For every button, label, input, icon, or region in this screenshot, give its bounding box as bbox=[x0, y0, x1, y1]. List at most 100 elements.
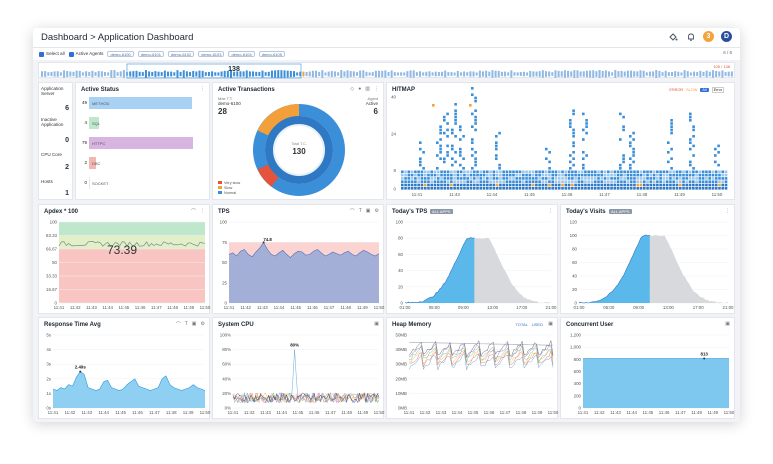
shield-icon[interactable]: ◇ bbox=[350, 86, 355, 92]
agent-chip[interactable]: demo-6100 bbox=[107, 51, 134, 57]
agent-chip[interactable]: demo-6102 bbox=[167, 51, 195, 57]
hitmap-cell bbox=[569, 167, 572, 170]
x-tick-label: 13:00 bbox=[487, 305, 499, 310]
image-icon[interactable]: ▣ bbox=[365, 208, 371, 214]
status-label: CPU Core bbox=[41, 152, 62, 157]
hitmap-cell bbox=[659, 170, 662, 174]
hitmap-cell bbox=[420, 173, 424, 177]
select-all-checkbox[interactable]: Select all bbox=[39, 51, 65, 57]
hitmap-cell bbox=[721, 187, 725, 190]
timeline-bar bbox=[403, 72, 406, 76]
hitmap-cell bbox=[689, 147, 692, 151]
hitmap-cell bbox=[698, 180, 702, 183]
paint-bucket-icon[interactable] bbox=[667, 31, 678, 42]
timeline-bar bbox=[671, 71, 673, 77]
filter-error-toggle[interactable]: Error bbox=[711, 87, 724, 93]
agent-pager[interactable]: 6 / 6 bbox=[723, 50, 732, 55]
x-tick-label: 11:49 bbox=[532, 410, 543, 415]
globe-icon[interactable]: ● bbox=[358, 86, 362, 92]
tps-icon[interactable]: T bbox=[358, 208, 362, 214]
active-status-row[interactable]: 0 SOCKET bbox=[79, 177, 207, 189]
concurrent-user-chart[interactable]: 1,200 1,000 800 600 400 200 011:41 11:42 11:43 11… bbox=[561, 318, 736, 420]
avatar[interactable]: D bbox=[721, 31, 732, 42]
image-icon[interactable]: ▣ bbox=[191, 321, 197, 327]
hitmap-cell bbox=[499, 173, 502, 177]
active-status-row[interactable]: 79 HTTPC bbox=[79, 137, 207, 149]
hitmap-cell bbox=[531, 173, 535, 177]
hitmap-cell bbox=[662, 170, 666, 174]
total-toggle[interactable]: TOTAL bbox=[515, 322, 528, 327]
agent-chip[interactable]: demo-6101 bbox=[137, 51, 164, 57]
hitmap-cell bbox=[528, 187, 532, 190]
hitmap-cell bbox=[423, 170, 427, 174]
y-tick-label: 40 bbox=[398, 268, 403, 273]
hitmap-cell bbox=[446, 173, 450, 177]
more-icon[interactable]: ⋮ bbox=[725, 208, 730, 214]
timeline-bar bbox=[371, 72, 374, 76]
y-tick-label: 120 bbox=[570, 220, 578, 225]
timeline-bar bbox=[270, 70, 273, 78]
agent-chip[interactable]: demo-6103 bbox=[198, 51, 225, 57]
hitmap-cell bbox=[714, 187, 718, 190]
hitmap-chart[interactable]: 40 24 8 0 11:41 11:43 11:44 11:45 11:46 11:47 11:4… bbox=[387, 83, 736, 201]
notification-badge[interactable]: 3 bbox=[703, 31, 714, 42]
used-toggle[interactable]: USED bbox=[531, 322, 543, 327]
hitmap-cell bbox=[459, 173, 463, 177]
agent-chip[interactable]: demo-6104 bbox=[228, 51, 255, 57]
hitmap-cell bbox=[423, 183, 427, 187]
hitmap-cell bbox=[607, 183, 610, 187]
more-icon[interactable]: ⋮ bbox=[548, 208, 553, 214]
timeline-bar bbox=[50, 71, 53, 77]
image-icon[interactable]: ▣ bbox=[548, 321, 553, 327]
hitmap-cell bbox=[561, 180, 564, 183]
hitmap-cell bbox=[499, 170, 502, 174]
hitmap-cell bbox=[521, 187, 525, 190]
more-icon[interactable]: ⋮ bbox=[200, 86, 205, 92]
active-status-row[interactable]: 2 DBC bbox=[79, 157, 207, 169]
active-agents-checkbox[interactable]: Active Agents bbox=[68, 51, 103, 57]
bar-icon[interactable]: ▥ bbox=[365, 86, 370, 92]
legend-slow[interactable]: SLOW bbox=[686, 88, 698, 92]
hitmap-cell bbox=[572, 135, 575, 138]
yesterday-area bbox=[579, 235, 728, 303]
timeline-range: 105 / 138 bbox=[713, 64, 730, 69]
hitmap-cell bbox=[652, 170, 656, 174]
trend-icon[interactable]: ⌒ bbox=[349, 209, 355, 215]
todays-tps-chart[interactable]: 100 80 60 40 20 001:00 05:00 09:00 13:00 17:00 21:… bbox=[387, 205, 559, 315]
hitmap-cell bbox=[678, 187, 682, 190]
settings-icon[interactable]: ⚙ bbox=[374, 208, 379, 214]
system-cpu-chart[interactable]: 100% 80% 60% 40% 20% 0%11:41 11:42 11:43 11:44 11… bbox=[213, 318, 385, 420]
agent-chip[interactable]: demo-6105 bbox=[258, 51, 285, 57]
tps-icon[interactable]: T bbox=[184, 321, 188, 327]
more-icon[interactable]: ⋮ bbox=[200, 208, 205, 214]
hitmap-cell bbox=[551, 183, 555, 187]
bell-icon[interactable] bbox=[685, 31, 696, 42]
hitmap-cell bbox=[419, 160, 422, 164]
timeline-bar bbox=[245, 70, 248, 78]
legend-error[interactable]: ERROR bbox=[669, 88, 684, 92]
apdex-chart[interactable]: 100 83.33 66.67 50 33.33 16.67 011:41 11:42 11:4… bbox=[39, 205, 211, 315]
timeline-bar bbox=[652, 71, 655, 77]
timeline-bar bbox=[337, 72, 340, 76]
breadcrumb[interactable]: Dashboard > Application Dashboard bbox=[41, 32, 194, 43]
settings-icon[interactable]: ⚙ bbox=[200, 321, 205, 327]
todays-visits-chart[interactable]: 120 100 80 60 40 20 001:00 05:00 09:00 13:00 17:00… bbox=[561, 205, 736, 315]
hitmap-cell bbox=[561, 177, 564, 180]
image-icon[interactable]: ▣ bbox=[725, 321, 730, 327]
trend-icon[interactable]: ⌒ bbox=[190, 209, 196, 215]
tps-chart[interactable]: 100 75 50 25 011:41 11:42 11:43 11:44 11:45 11:46… bbox=[213, 205, 385, 315]
hitmap-cell bbox=[482, 173, 486, 177]
hitmap-cell bbox=[439, 131, 442, 135]
image-icon[interactable]: ▣ bbox=[374, 321, 379, 327]
active-status-row[interactable]: 49 METHOD bbox=[79, 97, 207, 109]
hitmap-cell bbox=[603, 187, 607, 190]
more-icon[interactable]: ⋮ bbox=[374, 86, 379, 92]
trend-icon[interactable]: ⌒ bbox=[175, 322, 181, 328]
filter-all-toggle[interactable]: All bbox=[700, 88, 709, 92]
hitmap-cell bbox=[571, 173, 574, 177]
hitmap-cell bbox=[451, 144, 454, 148]
agent-timeline[interactable]: 138 105 / 138 bbox=[38, 62, 735, 79]
active-status-row[interactable]: 4 SQL bbox=[79, 117, 207, 129]
